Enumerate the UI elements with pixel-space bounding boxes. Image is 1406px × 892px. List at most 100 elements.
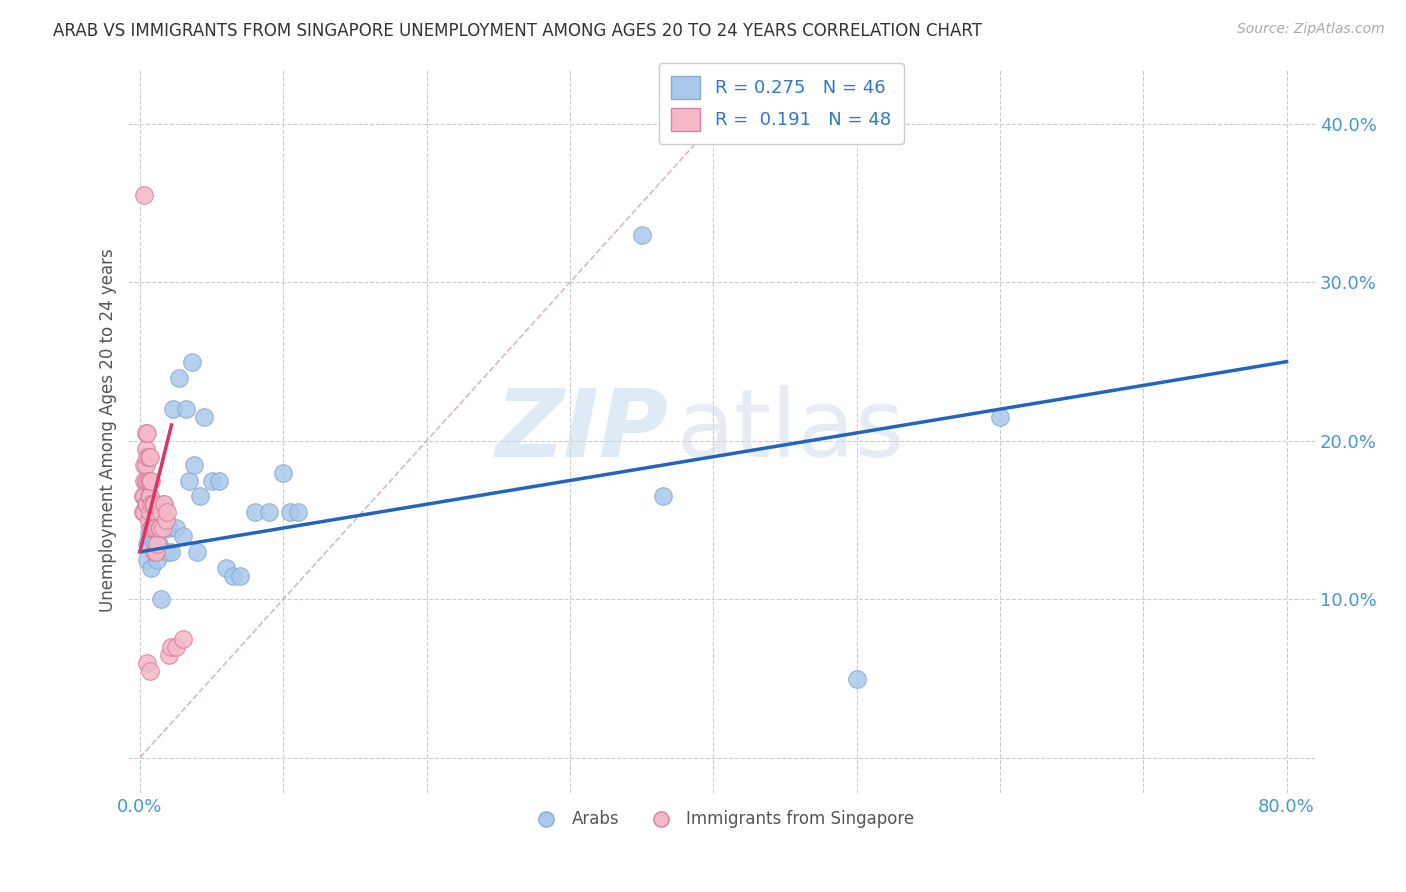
Point xyxy=(146,537,169,551)
Y-axis label: Unemployment Among Ages 20 to 24 years: Unemployment Among Ages 20 to 24 years xyxy=(100,249,117,613)
Point xyxy=(186,545,208,559)
Point xyxy=(165,521,187,535)
Point xyxy=(139,505,162,519)
Point xyxy=(142,521,165,535)
Point xyxy=(142,521,165,535)
Text: ARAB VS IMMIGRANTS FROM SINGAPORE UNEMPLOYMENT AMONG AGES 20 TO 24 YEARS CORRELA: ARAB VS IMMIGRANTS FROM SINGAPORE UNEMPL… xyxy=(53,22,983,40)
Text: Source: ZipAtlas.com: Source: ZipAtlas.com xyxy=(1237,22,1385,37)
Point xyxy=(139,664,162,678)
Point xyxy=(145,521,167,535)
Point xyxy=(146,513,169,527)
Point xyxy=(157,648,180,662)
Point xyxy=(180,354,202,368)
Point xyxy=(134,188,156,202)
Point xyxy=(138,529,160,543)
Point xyxy=(150,505,173,519)
Point xyxy=(271,466,294,480)
Point xyxy=(132,505,155,519)
Point xyxy=(143,505,166,519)
Point xyxy=(136,537,159,551)
Point xyxy=(135,497,157,511)
Point xyxy=(135,425,157,440)
Point xyxy=(145,521,167,535)
Point xyxy=(150,592,173,607)
Point xyxy=(146,552,169,566)
Point xyxy=(172,529,194,543)
Point xyxy=(208,474,231,488)
Point xyxy=(138,450,160,464)
Point xyxy=(845,672,868,686)
Point xyxy=(162,402,184,417)
Point xyxy=(167,370,190,384)
Point xyxy=(143,545,166,559)
Point xyxy=(172,632,194,646)
Point xyxy=(153,497,176,511)
Point xyxy=(142,497,165,511)
Point xyxy=(136,425,159,440)
Point xyxy=(141,505,163,519)
Point xyxy=(148,537,170,551)
Point xyxy=(152,497,174,511)
Point xyxy=(165,640,187,654)
Point xyxy=(183,458,205,472)
Point xyxy=(177,474,200,488)
Point xyxy=(138,513,160,527)
Point xyxy=(287,505,309,519)
Point xyxy=(148,521,170,535)
Text: ZIP: ZIP xyxy=(495,384,668,476)
Point xyxy=(141,521,163,535)
Point xyxy=(136,450,159,464)
Point xyxy=(143,521,166,535)
Point xyxy=(136,497,159,511)
Point xyxy=(134,458,156,472)
Point xyxy=(155,513,177,527)
Point xyxy=(141,560,163,574)
Point xyxy=(174,402,197,417)
Point xyxy=(143,497,166,511)
Point xyxy=(156,505,179,519)
Point xyxy=(222,568,245,582)
Point xyxy=(145,545,167,559)
Point xyxy=(229,568,252,582)
Point xyxy=(280,505,302,519)
Point xyxy=(160,640,183,654)
Point xyxy=(243,505,266,519)
Point xyxy=(139,521,162,535)
Point xyxy=(139,474,162,488)
Point xyxy=(135,474,157,488)
Point xyxy=(157,521,180,535)
Point xyxy=(136,474,159,488)
Point xyxy=(188,489,211,503)
Point xyxy=(139,489,162,503)
Point xyxy=(136,656,159,670)
Point xyxy=(988,410,1011,425)
Point xyxy=(200,474,222,488)
Point xyxy=(139,450,162,464)
Point xyxy=(155,521,177,535)
Point xyxy=(215,560,238,574)
Point xyxy=(193,410,215,425)
Point xyxy=(150,521,173,535)
Point xyxy=(138,489,160,503)
Point xyxy=(141,474,163,488)
Point xyxy=(138,474,160,488)
Point xyxy=(257,505,280,519)
Point xyxy=(152,521,174,535)
Point xyxy=(652,489,675,503)
Point xyxy=(156,545,179,559)
Point xyxy=(132,489,155,503)
Point xyxy=(135,458,157,472)
Text: atlas: atlas xyxy=(676,384,905,476)
Point xyxy=(149,505,172,519)
Point xyxy=(134,489,156,503)
Point xyxy=(135,442,157,456)
Point xyxy=(160,545,183,559)
Point xyxy=(136,552,159,566)
Point xyxy=(149,521,172,535)
Point xyxy=(630,227,652,242)
Legend: Arabs, Immigrants from Singapore: Arabs, Immigrants from Singapore xyxy=(523,804,921,835)
Point xyxy=(141,497,163,511)
Point xyxy=(134,474,156,488)
Point xyxy=(134,505,156,519)
Point xyxy=(143,537,166,551)
